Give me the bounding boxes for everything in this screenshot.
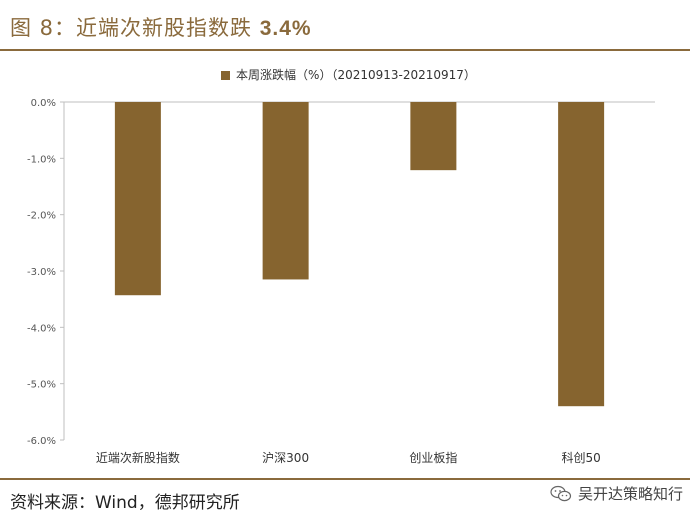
x-tick-label: 创业板指 (409, 450, 457, 465)
y-tick-label: 0.0% (31, 98, 56, 109)
title-divider (0, 49, 690, 51)
bar (114, 102, 161, 296)
y-tick-label: -5.0% (27, 380, 56, 391)
legend-swatch (221, 71, 231, 80)
figure-title-value: 3.4% (259, 17, 312, 40)
brand-name: 吴开达策略知行 (577, 485, 683, 503)
y-tick-label: -3.0% (27, 267, 56, 278)
brand-watermark: 吴开达策略知行 (550, 483, 683, 504)
bar (262, 102, 309, 280)
figure-title: 图 8：近端次新股指数跌 3.4% (10, 12, 312, 42)
bar-chart: 0.0% -1.0% -2.0% -3.0% -4.0% -5.0% -6.0% 近端次新股指… (27, 98, 655, 465)
footer-divider (0, 478, 690, 480)
x-tick-label: 科创50 (561, 451, 600, 465)
y-tick-label: -6.0% (27, 436, 56, 447)
figure-title-text: 近端次新股指数跌 (76, 16, 253, 40)
y-tick-label: -4.0% (27, 323, 56, 334)
bar (410, 102, 457, 171)
source-note: 资料来源：Wind，德邦研究所 (10, 493, 240, 513)
x-tick-label: 沪深300 (262, 451, 309, 465)
x-tick-label: 近端次新股指数 (96, 450, 180, 465)
wechat-icon (550, 485, 572, 501)
y-tick-label: -1.0% (27, 154, 56, 165)
legend-label: 本周涨跌幅（%）（20210913-20210917） (236, 68, 476, 82)
y-tick-label: -2.0% (27, 211, 56, 222)
bar (558, 102, 605, 407)
figure-label: 图 8： (10, 16, 77, 40)
chart-legend: 本周涨跌幅（%）（20210913-20210917） (0, 66, 697, 83)
